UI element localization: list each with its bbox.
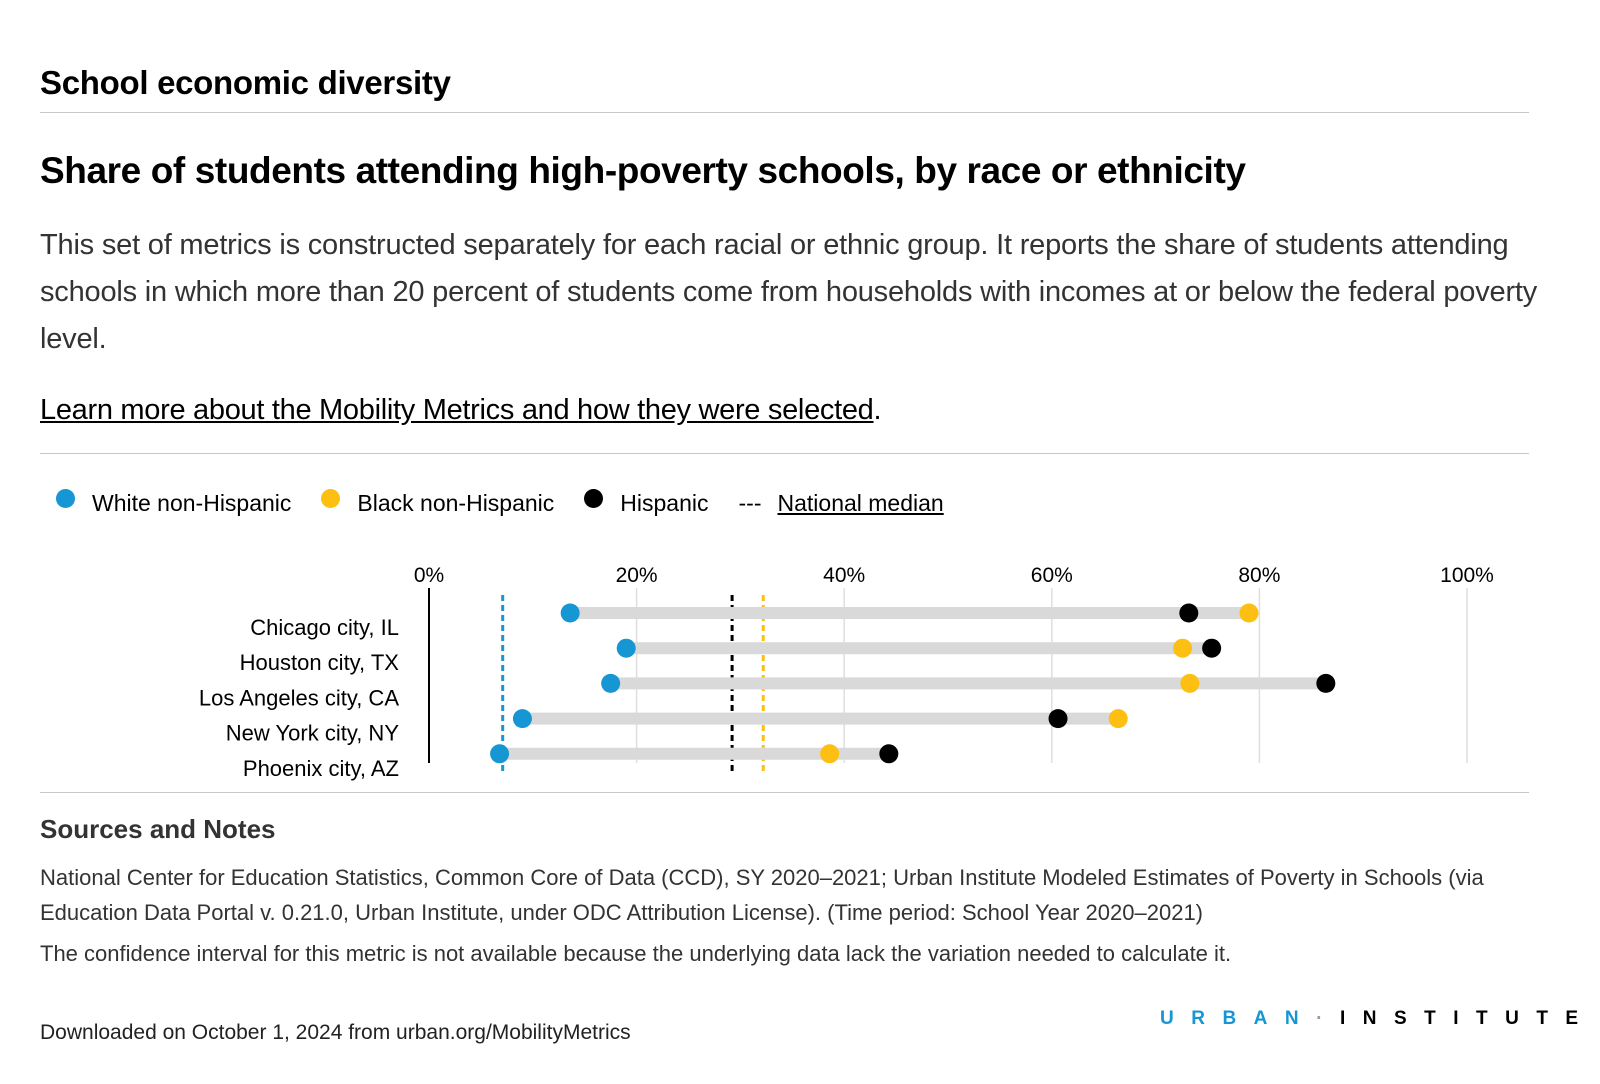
legend-label: National median [777, 490, 944, 516]
x-tick-label: 100% [1440, 564, 1494, 587]
learn-more-link[interactable]: Learn more about the Mobility Metrics an… [40, 394, 874, 426]
legend-label: Hispanic [620, 490, 709, 516]
legend-item-hispanic[interactable]: Hispanic [584, 489, 709, 517]
data-point-hispanic [1179, 603, 1199, 623]
chart-description: This set of metrics is constructed separ… [40, 229, 1538, 355]
legend: White non-Hispanic Black non-Hispanic Hi… [56, 489, 944, 517]
sources-title: Sources and Notes [40, 814, 276, 844]
category-label: Houston city, TX [240, 650, 400, 675]
category-label: Phoenix city, AZ [243, 756, 399, 781]
category-label: Los Angeles city, CA [199, 685, 399, 710]
legend-item-median[interactable]: --- National median [739, 490, 944, 517]
divider [40, 453, 1529, 454]
x-tick-label: 40% [823, 564, 865, 587]
data-point-white [490, 744, 510, 764]
legend-label: White non-Hispanic [92, 490, 292, 516]
category-label: Chicago city, IL [250, 615, 399, 640]
data-point-hispanic [1202, 638, 1222, 658]
white-dot-icon [56, 489, 75, 508]
downloaded-text: Downloaded on October 1, 2024 from urban… [40, 1021, 631, 1044]
divider [40, 792, 1529, 793]
data-point-white [616, 638, 636, 658]
learn-more-suffix: . [873, 394, 882, 426]
data-point-black [1108, 709, 1128, 729]
data-point-hispanic [1048, 709, 1068, 729]
chart-title: Share of students attending high-poverty… [40, 150, 1246, 191]
dot-range-chart: 0% 20% 40% 60% 80% 100% Chicago city, IL Housto… [199, 564, 1494, 781]
sources-note: The confidence interval for this metric … [40, 941, 1232, 966]
black-dot-icon [321, 489, 341, 508]
x-tick-label: 80% [1238, 564, 1280, 587]
data-point-white [601, 673, 621, 693]
data-point-white [512, 709, 532, 729]
data-point-black [1173, 638, 1193, 658]
x-tick-label: 20% [616, 564, 658, 587]
category-label: New York city, NY [226, 721, 400, 746]
x-tick-label: 0% [414, 564, 444, 587]
learn-more: Learn more about the Mobility Metrics an… [40, 394, 882, 427]
hispanic-dot-icon [584, 489, 604, 508]
data-point-white [560, 603, 580, 623]
dashed-line-icon: --- [738, 490, 762, 516]
legend-item-white[interactable]: White non-Hispanic [56, 489, 292, 517]
data-point-black [1239, 603, 1259, 623]
urban-institute-logo: URBAN·INSTITUTE [1160, 1008, 1596, 1029]
legend-item-black[interactable]: Black non-Hispanic [321, 489, 555, 517]
section-title: School economic diversity [40, 64, 451, 101]
sources-text: National Center for Education Statistics… [40, 865, 1484, 925]
x-tick-label: 60% [1031, 564, 1073, 587]
divider [40, 112, 1529, 113]
data-point-hispanic [879, 744, 899, 764]
data-point-black [1180, 673, 1200, 693]
data-point-hispanic [1316, 673, 1336, 693]
legend-label: Black non-Hispanic [357, 490, 555, 516]
data-point-black [820, 744, 840, 764]
